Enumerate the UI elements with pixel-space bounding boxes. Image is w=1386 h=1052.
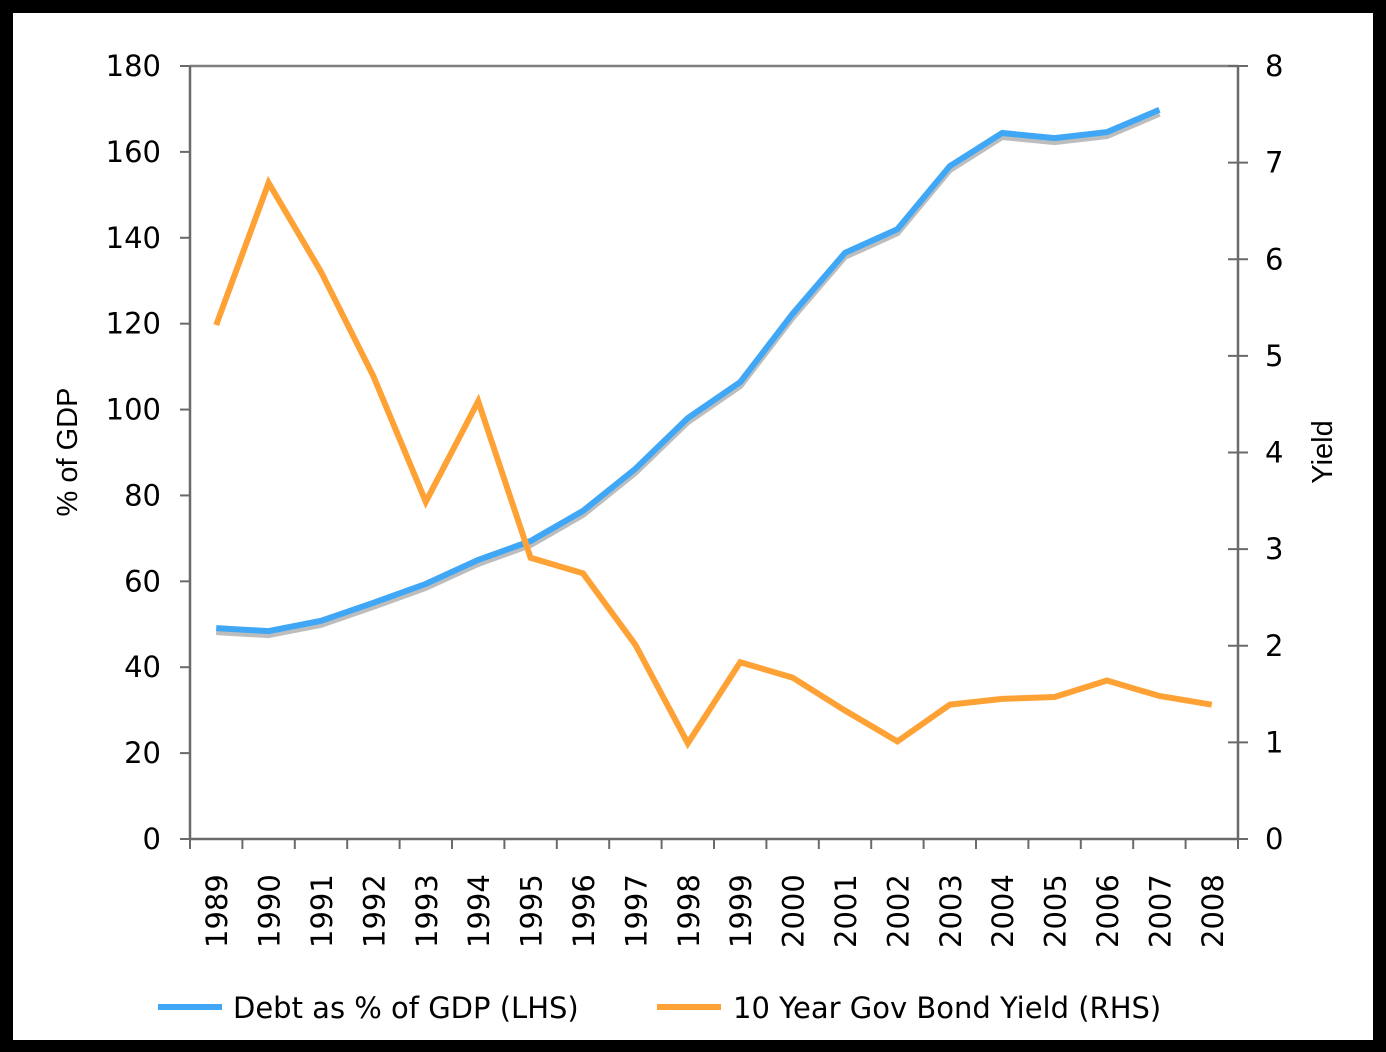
- x-tick-label: 1992: [357, 874, 391, 948]
- legend: Debt as % of GDP (LHS) 10 Year Gov Bond …: [158, 991, 1161, 1025]
- right-tick-label: 2: [1265, 629, 1283, 663]
- x-tick-label: 1997: [619, 874, 653, 948]
- left-tick-label: 160: [106, 135, 161, 169]
- right-tick-label: 3: [1265, 532, 1283, 566]
- right-tick-label: 4: [1265, 436, 1283, 470]
- x-tick-label: 2006: [1091, 874, 1125, 948]
- right-axis-title: Yield: [1307, 420, 1339, 483]
- left-tick-label: 80: [124, 478, 161, 512]
- x-tick-label: 2000: [777, 874, 811, 948]
- right-tick-label: 0: [1265, 822, 1283, 856]
- left-tick-label: 100: [106, 393, 161, 427]
- legend-label-yield: 10 Year Gov Bond Yield (RHS): [733, 991, 1161, 1025]
- left-tick-label: 180: [106, 49, 161, 83]
- x-tick-label: 1991: [305, 874, 339, 948]
- series-line-yield: [213, 175, 1213, 750]
- left-tick-label: 140: [106, 221, 161, 255]
- legend-label-debt: Debt as % of GDP (LHS): [233, 991, 579, 1025]
- series-line-debt: [216, 107, 1161, 635]
- left-y-ticks: 0 20 40 60 80 100 120 140 160 180: [106, 49, 190, 856]
- right-tick-label: 7: [1265, 146, 1283, 180]
- left-tick-label: 20: [124, 736, 161, 770]
- x-tick-label: 1996: [567, 874, 601, 948]
- left-tick-label: 60: [124, 564, 161, 598]
- x-tick-label: 2005: [1039, 874, 1073, 948]
- x-tick-label: 2004: [986, 874, 1020, 948]
- x-tick-label: 2001: [829, 874, 863, 948]
- x-tick-label: 2003: [934, 874, 968, 948]
- series-layer: [213, 107, 1213, 750]
- right-y-ticks: 0 1 2 3 4 5 6 7 8: [1228, 49, 1283, 856]
- axes: [188, 64, 1240, 841]
- x-ticks: 1989 1990 1991 1992 1993 1994 1995 1996 1997 1998…: [189, 839, 1239, 948]
- left-tick-label: 40: [124, 650, 161, 684]
- left-tick-label: 120: [106, 307, 161, 341]
- left-tick-label: 0: [143, 822, 161, 856]
- x-tick-label: 1994: [462, 874, 496, 948]
- chart-frame: [13, 13, 1373, 1040]
- series-line-shadow-debt: [216, 111, 1161, 639]
- x-tick-label: 1990: [253, 874, 287, 948]
- right-tick-label: 6: [1265, 242, 1283, 276]
- right-tick-label: 5: [1265, 339, 1283, 373]
- x-tick-label: 1989: [200, 874, 234, 948]
- right-tick-label: 1: [1265, 725, 1283, 759]
- x-tick-label: 1999: [724, 874, 758, 948]
- x-tick-label: 2002: [881, 874, 915, 948]
- x-tick-label: 2007: [1143, 874, 1177, 948]
- x-tick-label: 1993: [410, 874, 444, 948]
- x-tick-label: 1998: [672, 874, 706, 948]
- left-axis-title: % of GDP: [52, 388, 84, 517]
- x-tick-label: 2008: [1196, 874, 1230, 948]
- x-tick-label: 1995: [515, 874, 549, 948]
- right-tick-label: 8: [1265, 49, 1283, 83]
